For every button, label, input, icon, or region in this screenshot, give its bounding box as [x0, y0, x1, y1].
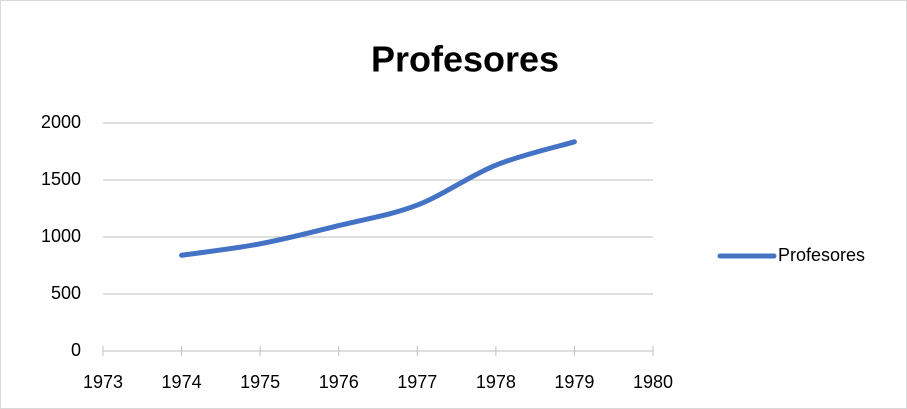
chart-title: Profesores: [371, 39, 559, 80]
y-tick-label: 0: [71, 340, 81, 360]
x-tick-label: 1979: [554, 372, 594, 392]
legend-label: Profesores: [778, 245, 865, 265]
x-tick-label: 1977: [397, 372, 437, 392]
x-tick-label: 1975: [240, 372, 280, 392]
y-tick-label: 1000: [41, 226, 81, 246]
x-tick-label: 1973: [83, 372, 123, 392]
x-tick-label: 1976: [319, 372, 359, 392]
y-tick-label: 1500: [41, 169, 81, 189]
y-tick-label: 500: [51, 283, 81, 303]
x-tick-label: 1978: [476, 372, 516, 392]
series-line: [179, 139, 577, 258]
x-tick-label: 1980: [633, 372, 673, 392]
y-tick-label: 2000: [41, 112, 81, 132]
x-tick-label: 1974: [162, 372, 202, 392]
